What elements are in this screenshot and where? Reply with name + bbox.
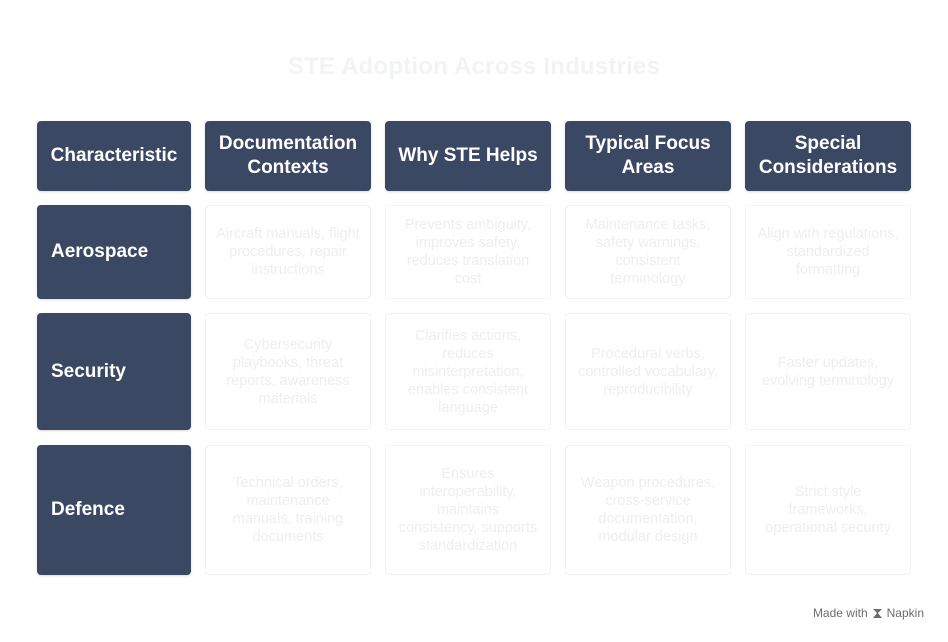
cell-security-documentation-contexts: Cybersecurity playbooks, threat reports,…	[205, 313, 371, 430]
cell-defence-typical-focus-areas: Weapon procedures, cross-service documen…	[565, 445, 731, 575]
cell-aerospace-special-considerations: Align with regulations, standardized for…	[745, 205, 911, 299]
header-why-ste-helps: Why STE Helps	[385, 121, 551, 191]
cell-aerospace-documentation-contexts: Aircraft manuals, flight procedures, rep…	[205, 205, 371, 299]
cell-defence-special-considerations: Strict style frameworks, operational sec…	[745, 445, 911, 575]
napkin-logo-icon	[872, 608, 883, 619]
header-special-considerations: Special Considerations	[745, 121, 911, 191]
row-label-security: Security	[37, 313, 191, 430]
row-label-defence: Defence	[37, 445, 191, 575]
row-label-aerospace: Aerospace	[37, 205, 191, 299]
cell-security-special-considerations: Faster updates, evolving terminology	[745, 313, 911, 430]
made-with-label: Made with	[812, 606, 868, 620]
diagram-title: STE Adoption Across Industries	[287, 53, 661, 80]
made-with-napkin-badge[interactable]: Made with Napkin	[813, 606, 924, 620]
cell-defence-why-ste-helps: Ensures interoperability, maintains cons…	[385, 445, 551, 575]
cell-security-why-ste-helps: Clarifies actions, reduces misinterpreta…	[385, 313, 551, 430]
cell-aerospace-typical-focus-areas: Maintenance tasks, safety warnings, cons…	[565, 205, 731, 299]
header-typical-focus-areas: Typical Focus Areas	[565, 121, 731, 191]
header-characteristic: Characteristic	[37, 121, 191, 191]
cell-defence-documentation-contexts: Technical orders, maintenance manuals, t…	[205, 445, 371, 575]
cell-aerospace-why-ste-helps: Prevents ambiguity, improves safety, red…	[385, 205, 551, 299]
header-documentation-contexts: Documentation Contexts	[205, 121, 371, 191]
napkin-brand-label: Napkin	[886, 606, 924, 620]
cell-security-typical-focus-areas: Procedural verbs, controlled vocabulary,…	[565, 313, 731, 430]
